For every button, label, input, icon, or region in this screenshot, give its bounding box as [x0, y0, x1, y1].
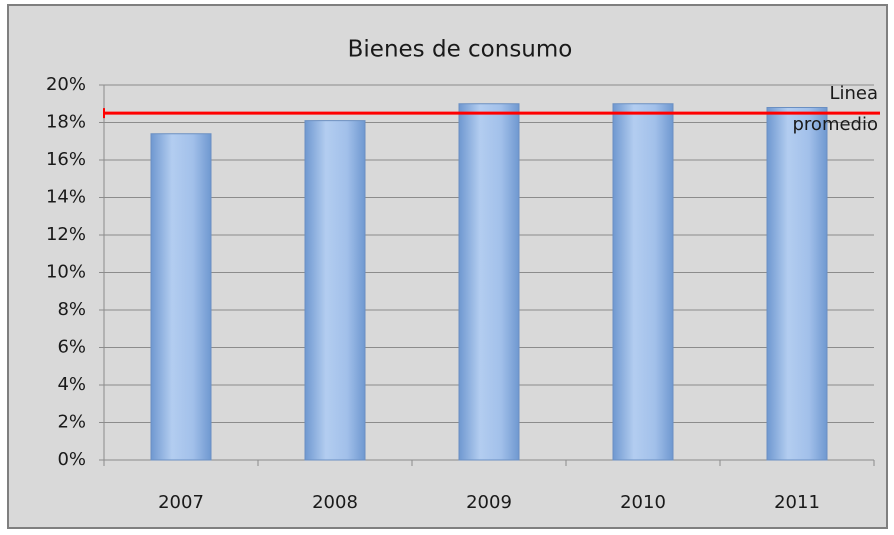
y-tick-label: 14% — [46, 187, 86, 208]
y-tick-label: 2% — [57, 412, 86, 433]
y-tick-label: 4% — [57, 374, 86, 395]
x-tick-label: 2009 — [466, 492, 512, 513]
bar — [150, 133, 212, 461]
chart-background — [7, 4, 888, 529]
x-tick-label: 2008 — [312, 492, 358, 513]
y-tick-label: 18% — [46, 112, 86, 133]
bar — [304, 120, 366, 461]
y-tick-label: 8% — [57, 299, 86, 320]
y-tick-label: 10% — [46, 262, 86, 283]
y-tick-label: 0% — [57, 449, 86, 470]
bar — [766, 107, 828, 461]
y-tick-label: 20% — [46, 74, 86, 95]
average-line-label: promedio — [793, 114, 879, 135]
bar — [458, 103, 520, 461]
x-tick-label: 2011 — [774, 492, 820, 513]
bar — [612, 103, 674, 461]
chart-title: Bienes de consumo — [348, 37, 573, 63]
x-tick-label: 2010 — [620, 492, 666, 513]
y-tick-label: 12% — [46, 224, 86, 245]
y-tick-label: 6% — [57, 337, 86, 358]
y-tick-label: 16% — [46, 149, 86, 170]
average-line-label: Linea — [829, 83, 878, 104]
x-tick-label: 2007 — [158, 492, 204, 513]
